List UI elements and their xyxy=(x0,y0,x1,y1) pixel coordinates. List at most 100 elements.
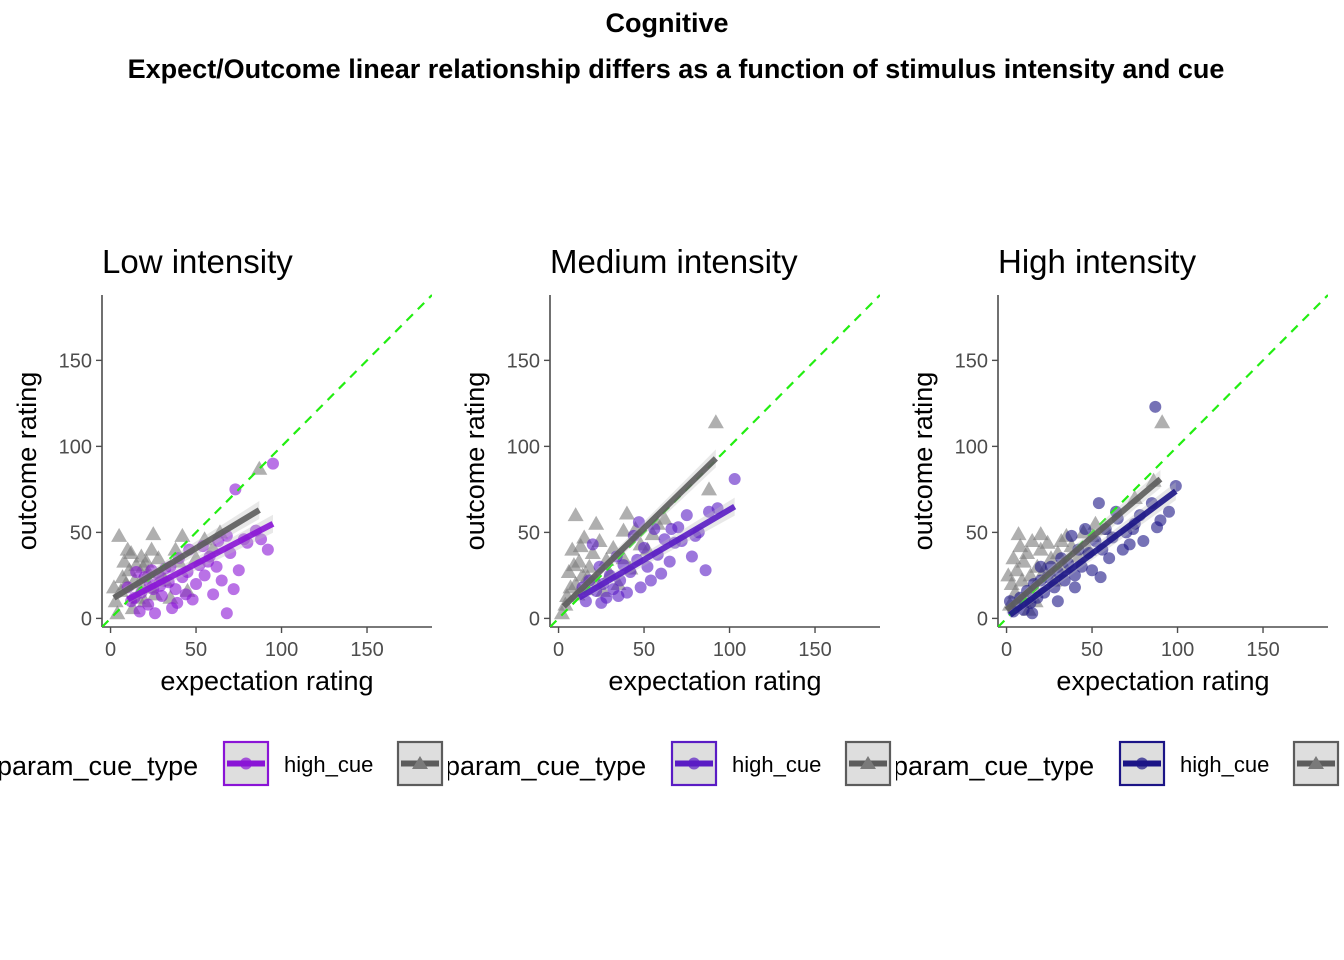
data-point-triangle xyxy=(572,538,589,553)
x-tick-label: 0 xyxy=(1001,639,1012,661)
identity-line xyxy=(998,294,1328,627)
data-point-circle xyxy=(1034,560,1047,573)
data-point-circle xyxy=(658,533,671,546)
plot-area xyxy=(550,294,880,627)
x-tick-label: 50 xyxy=(633,639,655,661)
data-point-circle xyxy=(133,605,146,618)
data-point-circle xyxy=(1026,607,1039,620)
data-point-triangle xyxy=(656,510,673,525)
data-point-triangle xyxy=(1032,526,1049,541)
data-point-triangle xyxy=(1012,538,1029,553)
x-tick-label: 50 xyxy=(1081,639,1103,661)
data-point-circle xyxy=(638,541,651,554)
data-point-triangle xyxy=(701,481,718,496)
data-point-circle xyxy=(612,590,625,603)
legend-title: param_cue_type xyxy=(893,751,1094,781)
data-point-circle xyxy=(1103,552,1116,565)
data-point-circle xyxy=(728,473,741,486)
y-tick-label: 0 xyxy=(81,608,92,630)
data-point-circle xyxy=(648,522,661,535)
y-tick-label: 150 xyxy=(955,350,988,372)
x-tick-label: 100 xyxy=(713,639,746,661)
plot-area xyxy=(998,294,1328,627)
data-point-triangle xyxy=(707,414,724,429)
data-point-circle xyxy=(1149,400,1162,413)
data-point-circle xyxy=(266,457,279,470)
legend-key-point xyxy=(412,756,428,769)
panel-title: Low intensity xyxy=(102,243,293,280)
legend-label-high-cue: high_cue xyxy=(284,752,373,777)
data-point-triangle xyxy=(1000,567,1017,582)
regression-line-low_cue xyxy=(112,507,261,601)
data-point-triangle xyxy=(1013,572,1030,587)
x-tick-label: 150 xyxy=(350,639,383,661)
data-point-circle xyxy=(130,565,143,578)
data-point-circle xyxy=(1137,534,1150,547)
data-point-triangle xyxy=(123,545,140,560)
data-point-circle xyxy=(227,583,240,596)
y-tick-label: 100 xyxy=(507,436,540,458)
x-tick-label: 0 xyxy=(105,639,116,661)
data-point-circle xyxy=(1092,497,1105,510)
data-point-triangle xyxy=(145,526,162,541)
data-point-circle xyxy=(179,588,192,601)
data-point-triangle xyxy=(167,541,184,556)
panel-0: Low intensity 0 50 100 150 0 50 100 150 expectati… xyxy=(0,243,444,787)
data-point-triangle xyxy=(584,545,601,560)
regression-line-low_cue xyxy=(1004,476,1163,613)
data-point-circle xyxy=(142,598,155,611)
data-point-triangle xyxy=(1087,515,1104,530)
regression-line-low_cue xyxy=(561,456,718,609)
y-tick-label: 0 xyxy=(529,608,540,630)
x-axis-label: expectation rating xyxy=(1056,666,1269,696)
data-point-triangle xyxy=(581,558,598,573)
data-point-circle xyxy=(1162,505,1175,518)
x-tick-label: 0 xyxy=(553,639,564,661)
data-point-triangle xyxy=(1022,567,1039,582)
data-point-triangle xyxy=(567,507,584,522)
y-tick-label: 150 xyxy=(59,350,92,372)
data-point-triangle xyxy=(251,460,268,475)
data-point-circle xyxy=(655,567,668,580)
data-point-circle xyxy=(663,555,676,568)
figure-subtitle: Expect/Outcome linear relationship diffe… xyxy=(128,54,1225,84)
data-point-circle xyxy=(155,590,168,603)
regression-line-high_cue xyxy=(1008,488,1178,618)
data-point-triangle xyxy=(143,541,160,556)
data-point-circle xyxy=(215,574,228,587)
data-point-circle xyxy=(1068,581,1081,594)
data-point-circle xyxy=(198,569,211,582)
y-tick-label: 50 xyxy=(518,522,540,544)
data-point-circle xyxy=(1169,479,1182,492)
data-point-circle xyxy=(1065,529,1078,542)
y-tick-label: 150 xyxy=(507,350,540,372)
data-point-circle xyxy=(685,550,698,563)
data-point-circle xyxy=(1051,595,1064,608)
data-point-circle xyxy=(680,509,693,522)
legend-label-high-cue: high_cue xyxy=(732,752,821,777)
data-point-circle xyxy=(255,533,268,546)
data-point-triangle xyxy=(562,579,579,594)
data-point-circle xyxy=(171,596,184,609)
figure-title: Cognitive xyxy=(605,8,728,38)
legend-key-point xyxy=(860,756,876,769)
legend-label-high-cue: high_cue xyxy=(1180,752,1269,777)
panels: Low intensity 0 50 100 150 0 50 100 150 expectati… xyxy=(0,243,1340,787)
identity-line xyxy=(102,294,432,627)
x-tick-label: 150 xyxy=(1246,639,1279,661)
data-point-triangle xyxy=(1005,550,1022,565)
data-point-triangle xyxy=(1008,562,1025,577)
x-axis-label: expectation rating xyxy=(160,666,373,696)
x-tick-label: 100 xyxy=(265,639,298,661)
y-axis-label: outcome rating xyxy=(908,372,938,551)
data-point-circle xyxy=(703,505,716,518)
data-point-circle xyxy=(634,581,647,594)
data-point-circle xyxy=(1116,543,1129,556)
data-point-circle xyxy=(1086,564,1099,577)
data-point-triangle xyxy=(116,553,133,568)
legend-key-point xyxy=(240,757,252,770)
data-point-triangle xyxy=(1024,532,1041,547)
